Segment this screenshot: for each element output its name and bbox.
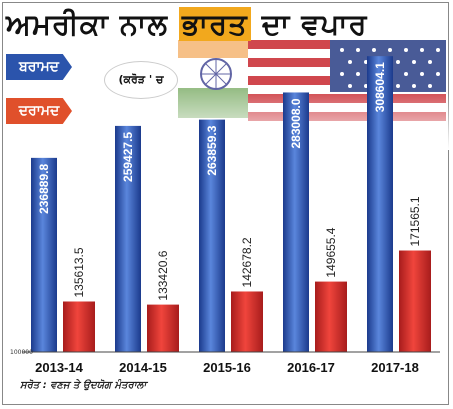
import-bar <box>63 301 95 352</box>
import-bar <box>231 291 263 352</box>
export-bar <box>199 119 225 352</box>
import-bar <box>147 304 179 352</box>
category-label: 2016-17 <box>287 360 335 375</box>
import-value-label: 171565.1 <box>408 196 422 246</box>
export-value-label: 259427.5 <box>121 132 135 182</box>
unit-note-text: (ਕਰੋੜ ' ਚ <box>118 73 164 86</box>
legend-export: ਬਰਾਮਦ <box>6 54 72 80</box>
legend-import: ਦਰਾਮਦ <box>6 98 72 124</box>
category-label: 2015-16 <box>203 360 251 375</box>
source-note: ਸਰੋਤ : ਵਣਜ ਤੇ ਉਦਯੋਗ ਮੰਤਰਾਲਾ <box>20 380 147 391</box>
export-value-label: 308604.1 <box>373 62 387 112</box>
chart-title: ਅਮਰੀਕਾ ਨਾਲ ਭਾਰਤ ਦਾ ਵਪਾਰ <box>6 4 367 44</box>
title-highlight: ਭਾਰਤ <box>179 7 251 41</box>
title-part-2: ਦਾ ਵਪਾਰ <box>250 7 368 41</box>
export-value-label: 236889.8 <box>37 164 51 214</box>
legend-export-label: ਬਰਾਮਦ <box>19 59 59 75</box>
export-bar <box>367 56 393 352</box>
import-bar <box>315 281 347 352</box>
title-part-1: ਅਮਰੀਕਾ ਨਾਲ <box>6 7 180 41</box>
baseline-tick-label: 100000 <box>10 349 33 356</box>
import-value-label: 142678.2 <box>240 237 254 287</box>
export-value-label: 263859.3 <box>205 125 219 175</box>
export-value-label: 283008.0 <box>289 98 303 148</box>
import-value-label: 149655.4 <box>324 227 338 277</box>
import-value-label: 135613.5 <box>72 247 86 297</box>
import-value-label: 133420.6 <box>156 250 170 300</box>
legend-import-label: ਦਰਾਮਦ <box>18 103 60 119</box>
export-bar <box>31 157 57 352</box>
unit-note: (ਕਰੋੜ ' ਚ <box>104 61 178 99</box>
category-label: 2017-18 <box>371 360 419 375</box>
import-bar <box>399 250 431 352</box>
category-label: 2014-15 <box>119 360 167 375</box>
category-label: 2013-14 <box>35 360 83 375</box>
export-bar <box>115 125 141 352</box>
export-bar <box>283 92 309 353</box>
